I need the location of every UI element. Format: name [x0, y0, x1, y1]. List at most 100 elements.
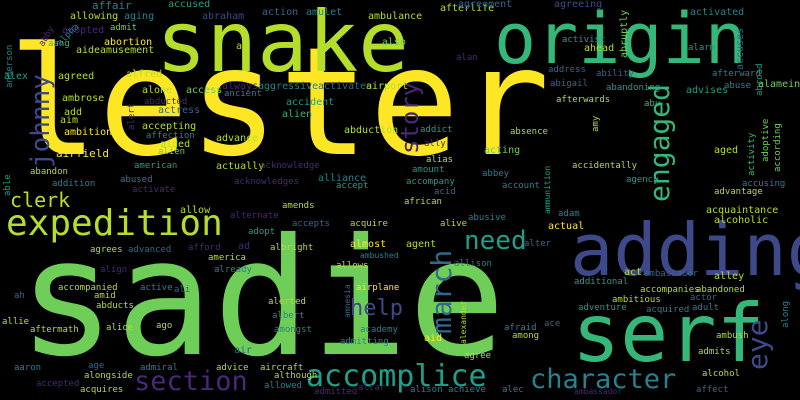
word: aang [48, 39, 70, 49]
word: age [88, 361, 105, 371]
word: acquired [646, 305, 690, 315]
word: agree [464, 351, 492, 361]
word: allows [336, 261, 369, 271]
word: alien [158, 147, 186, 157]
word: aaron [14, 363, 42, 373]
word: advice [216, 363, 249, 373]
word: aged [714, 145, 739, 156]
word: agreement [458, 0, 513, 10]
word: aggressive [258, 81, 319, 92]
word: admitting [340, 337, 389, 347]
word: alias [426, 155, 454, 165]
word: ambushed [360, 251, 399, 260]
word: access [186, 85, 223, 96]
word: actual [548, 221, 585, 232]
word: aid [424, 333, 443, 344]
word: alexander [459, 300, 468, 344]
word: academy [360, 325, 398, 335]
word: account [502, 181, 540, 191]
word: activate [132, 185, 176, 195]
word: admit [110, 23, 138, 33]
word: need [464, 226, 527, 256]
word: absence [510, 127, 548, 137]
word: alex [4, 71, 29, 82]
word: admitted [314, 387, 358, 397]
word: alice [106, 323, 134, 333]
word: aide [76, 45, 101, 56]
word: acknowledges [234, 177, 300, 187]
word: active [140, 283, 173, 293]
word: advises [686, 85, 729, 96]
word: air [234, 345, 253, 356]
word: ammunition [543, 165, 552, 214]
word: help [350, 296, 403, 321]
word: accept [336, 181, 369, 191]
word: agrees [90, 245, 123, 255]
word: adopted [62, 25, 105, 36]
word: accusing [742, 179, 786, 189]
word: agent [406, 239, 437, 250]
word: ambassador [574, 387, 623, 396]
word: accepting [142, 121, 197, 132]
word: ahead [584, 43, 615, 54]
word: ambassador [644, 269, 699, 279]
word: activates [318, 81, 373, 92]
word: alien [282, 109, 313, 120]
word: allison [454, 259, 492, 269]
word: aim [60, 115, 79, 126]
word: alongside [84, 371, 133, 381]
word: alliance [318, 173, 367, 184]
word: abandon [30, 167, 68, 177]
word: able [3, 174, 13, 196]
word: addition [52, 179, 96, 189]
word: also [382, 37, 407, 48]
word: adventure [578, 303, 627, 313]
word: airport [366, 81, 409, 92]
word: ago [156, 321, 173, 331]
word: actor [690, 293, 718, 303]
word: accidentally [572, 161, 638, 171]
word: accepted [36, 379, 80, 389]
word: adoptive [761, 118, 771, 162]
word: abandoning [606, 83, 661, 93]
word: section [134, 366, 248, 397]
word: alec [502, 385, 524, 395]
word: admits [698, 347, 731, 357]
word: amid [94, 291, 116, 301]
word: advance [216, 133, 259, 144]
word: actress [158, 105, 201, 116]
word: afterlife [440, 3, 495, 14]
word: aging [124, 11, 155, 22]
word: acknowledge [260, 161, 320, 171]
word: abu [644, 99, 661, 109]
word: agency [626, 175, 659, 185]
word: align [100, 265, 128, 275]
word: amongst [274, 325, 312, 335]
word: adding [570, 208, 800, 292]
word: african [404, 197, 442, 207]
word: affair [92, 0, 132, 12]
word: adopt [248, 227, 276, 237]
word: amulet [306, 7, 343, 18]
word: although [274, 371, 318, 381]
word: character [530, 364, 677, 395]
word: aided [160, 139, 191, 150]
word: accepts [292, 219, 330, 229]
word: allowing [70, 11, 119, 22]
word: addict [420, 125, 453, 135]
word: lester [8, 16, 550, 190]
word: abruptly [619, 9, 630, 58]
word: ambition [64, 127, 113, 138]
word: amount [412, 165, 445, 175]
word: allowed [264, 381, 302, 391]
word: accompanied [58, 283, 118, 293]
word: ancient [224, 89, 262, 99]
word: ability [596, 69, 634, 79]
word: eye [741, 319, 774, 370]
word: alternate [230, 211, 279, 221]
word: alerted [268, 297, 306, 307]
word: actually [216, 161, 265, 172]
word: ally [424, 139, 446, 149]
word: alcoholic [714, 215, 769, 226]
word: ace [544, 319, 561, 329]
